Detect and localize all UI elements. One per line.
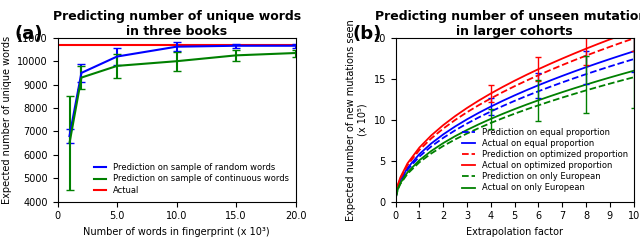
Legend: Prediction on sample of random words, Prediction on sample of continuous words, : Prediction on sample of random words, Pr… xyxy=(92,161,291,197)
Y-axis label: Expected number of unique words: Expected number of unique words xyxy=(2,36,12,204)
X-axis label: Number of words in fingerprint (x 10³): Number of words in fingerprint (x 10³) xyxy=(83,227,270,237)
X-axis label: Extrapolation factor: Extrapolation factor xyxy=(466,227,563,237)
Y-axis label: Expected number of new mutations seen
(x 10⁵): Expected number of new mutations seen (x… xyxy=(346,19,368,221)
Legend: Prediction on equal proportion, Actual on equal proportion, Prediction on optimi: Prediction on equal proportion, Actual o… xyxy=(461,127,629,194)
Text: (b): (b) xyxy=(353,25,382,43)
Title: Predicting number of unseen mutations
in larger cohorts: Predicting number of unseen mutations in… xyxy=(375,10,640,38)
Text: (a): (a) xyxy=(15,25,44,43)
Title: Predicting number of unique words
in three books: Predicting number of unique words in thr… xyxy=(52,10,301,38)
